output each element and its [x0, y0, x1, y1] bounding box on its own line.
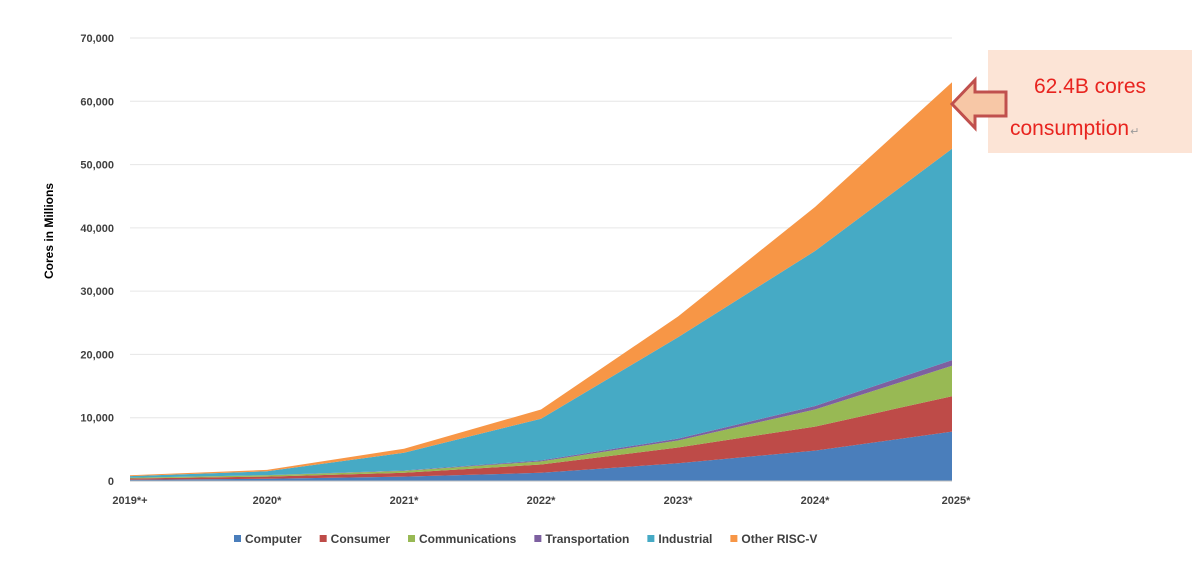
- y-tick-label: 0: [108, 476, 114, 488]
- y-tick-label: 50,000: [80, 160, 114, 172]
- y-tick-label: 40,000: [80, 223, 114, 235]
- x-tick-label: 2024*: [801, 495, 830, 507]
- legend-swatch-computer: [234, 535, 241, 542]
- stacked-areas: [130, 82, 952, 481]
- x-tick-labels: 2019*+ 2020* 2021* 2022* 2023* 2024* 2025*: [112, 495, 971, 507]
- callout-return-mark: ↵: [1130, 126, 1139, 138]
- y-tick-labels: 0 10,000 20,000 30,000 40,000 50,000 60,000 70,…: [80, 33, 114, 488]
- x-tick-label: 2025*: [942, 495, 971, 507]
- y-tick-label: 20,000: [80, 349, 114, 361]
- callout-arrow-icon: [949, 76, 1008, 132]
- callout-line-1: 62.4B cores: [1034, 75, 1146, 98]
- legend-swatch-industrial: [647, 535, 655, 542]
- area-series-communications: [130, 365, 952, 479]
- x-tick-label: 2022*: [527, 495, 556, 507]
- y-axis-label: Cores in Millions: [42, 183, 56, 279]
- callout-annotation: 62.4B cores consumption↵: [949, 50, 1192, 153]
- y-tick-label: 30,000: [80, 286, 114, 298]
- legend-swatch-other-risc-v: [730, 535, 738, 542]
- legend-swatch-communications: [408, 535, 416, 542]
- legend-swatch-transportation: [534, 535, 542, 542]
- y-tick-label: 60,000: [80, 96, 114, 108]
- callout-line-2-text: consumption: [1010, 117, 1129, 140]
- area-series-computer: [130, 431, 952, 481]
- y-tick-label: 70,000: [80, 33, 114, 45]
- area-series-industrial: [130, 148, 952, 478]
- legend-label-other-risc-v: Other RISC-V: [741, 532, 817, 546]
- legend-label-transportation: Transportation: [545, 532, 629, 546]
- callout-box: [988, 50, 1192, 153]
- area-series-consumer: [130, 396, 952, 480]
- x-tick-label: 2021*: [390, 495, 419, 507]
- legend-label-industrial: Industrial: [658, 532, 712, 546]
- y-tick-label: 10,000: [80, 413, 114, 425]
- legend-label-consumer: Consumer: [331, 532, 391, 546]
- x-tick-label: 2023*: [664, 495, 693, 507]
- x-tick-label: 2020*: [253, 495, 282, 507]
- gridlines: [130, 37, 952, 419]
- legend-label-computer: Computer: [245, 532, 302, 546]
- callout-line-2: consumption↵: [1010, 117, 1139, 140]
- x-tick-label: 2019*+: [112, 495, 147, 507]
- legend: Computer Consumer Communications Transporta…: [234, 532, 817, 546]
- legend-swatch-consumer: [319, 535, 327, 542]
- legend-label-communications: Communications: [419, 532, 517, 546]
